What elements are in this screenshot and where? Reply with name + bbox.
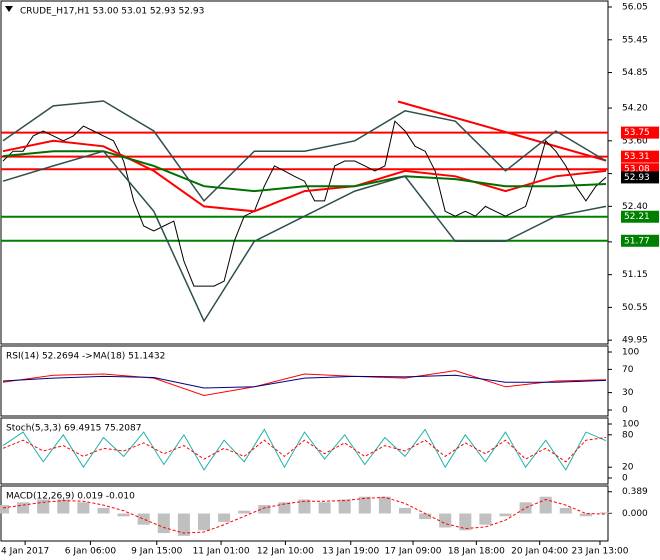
y-tick-label: 30 [622,388,634,398]
series-line [2,120,607,287]
level-label: 51.77 [624,236,650,246]
panel-frame [0,0,609,345]
y-tick-label: 0 [622,474,628,484]
panel-title: CRUDE_H17,H1 53.00 53.01 52.93 52.93 [20,7,204,17]
histogram-bar [539,496,552,514]
histogram-bar [278,502,291,514]
series-line [2,150,607,323]
histogram-bar [37,499,50,514]
x-tick-label: 17 Jan 09:00 [385,547,442,557]
level-label: 53.08 [624,165,650,175]
histogram-bar [17,502,30,514]
histogram-bar [197,513,211,531]
histogram-bar [439,513,452,528]
y-tick-label: 70 [622,365,634,375]
panel-frame [0,345,609,417]
y-tick-label: 0.000 [622,509,648,519]
histogram-bar [459,513,472,531]
panel-frame [0,417,609,485]
histogram-bar [559,507,572,514]
level-label: 52.21 [624,212,650,222]
series-line [2,100,607,203]
histogram-bar [398,507,412,514]
y-tick-label: 52.40 [622,202,648,212]
histogram-bar [57,499,70,514]
histogram-bar [298,499,311,514]
histogram-bar [358,496,371,514]
histogram-bar [599,512,613,514]
y-tick-label: 54.85 [622,68,648,78]
series-line [2,428,607,471]
y-tick-label: 55.45 [622,35,648,45]
x-tick-label: 20 Jan 04:00 [511,547,568,557]
histogram-bar [499,513,512,517]
y-tick-label: 100 [622,420,639,430]
series-line [2,437,607,463]
histogram-bar [479,513,492,525]
histogram-bar [519,502,532,514]
y-tick-label: 50.55 [622,303,648,313]
panel-title: MACD(12,26,9) 0.019 -0.010 [6,492,135,502]
histogram-bar [338,499,351,514]
y-tick-label: 49.95 [622,336,648,346]
histogram-bar [77,502,90,514]
y-tick-label: 56.05 [622,3,648,13]
panel-title: RSI(14) 52.2694 ->MA(18) 51.1432 [6,352,165,362]
y-tick-label: 80 [622,430,634,440]
histogram-bar [0,505,10,514]
series-line [2,496,607,534]
histogram-bar [218,513,231,522]
level-label-box [621,126,659,139]
histogram-bar [258,505,271,514]
histogram-bar [117,513,130,517]
y-tick-label: 51.15 [622,270,648,280]
histogram-bar [318,502,331,514]
series-line [2,139,607,213]
histogram-bar [579,513,592,517]
panel-title: Stoch(5,3,3) 69.4915 75.2087 [6,424,141,434]
level-label-box [621,234,659,247]
histogram-bar [238,510,251,514]
x-tick-label: 6 Jan 06:00 [65,547,117,557]
level-label: 53.31 [624,152,650,162]
y-tick-label: 0.389 [622,487,648,497]
histogram-bar [97,507,110,514]
level-label-box [621,210,659,223]
last-price-label: 52.93 [624,173,650,183]
histogram-bar [419,513,432,520]
last-price-box [621,171,659,184]
y-tick-label: 100 [622,348,639,358]
histogram-bar [157,513,170,534]
x-tick-label: 13 Jan 19:00 [322,547,379,557]
x-tick-label: 4 Jan 2017 [1,547,49,557]
trendline [397,100,607,162]
histogram-bar [177,513,190,536]
series-line [2,370,607,397]
x-tick-label: 23 Jan 13:00 [571,547,628,557]
y-tick-label: 54.20 [622,104,648,114]
x-tick-label: 11 Jan 01:00 [193,547,250,557]
histogram-bar [378,496,391,514]
x-tick-label: 12 Jan 10:00 [257,547,314,557]
level-label: 53.75 [624,128,650,138]
series-line [2,374,607,389]
histogram-bar [137,513,150,525]
y-tick-label: 53.60 [622,136,648,146]
x-tick-label: 18 Jan 18:00 [448,547,505,557]
x-tick-label: 9 Jan 15:00 [131,547,183,557]
y-tick-label: 0 [622,406,628,416]
level-label-box [621,150,659,163]
header-arrow [5,6,13,12]
y-tick-label: 20 [622,463,634,473]
